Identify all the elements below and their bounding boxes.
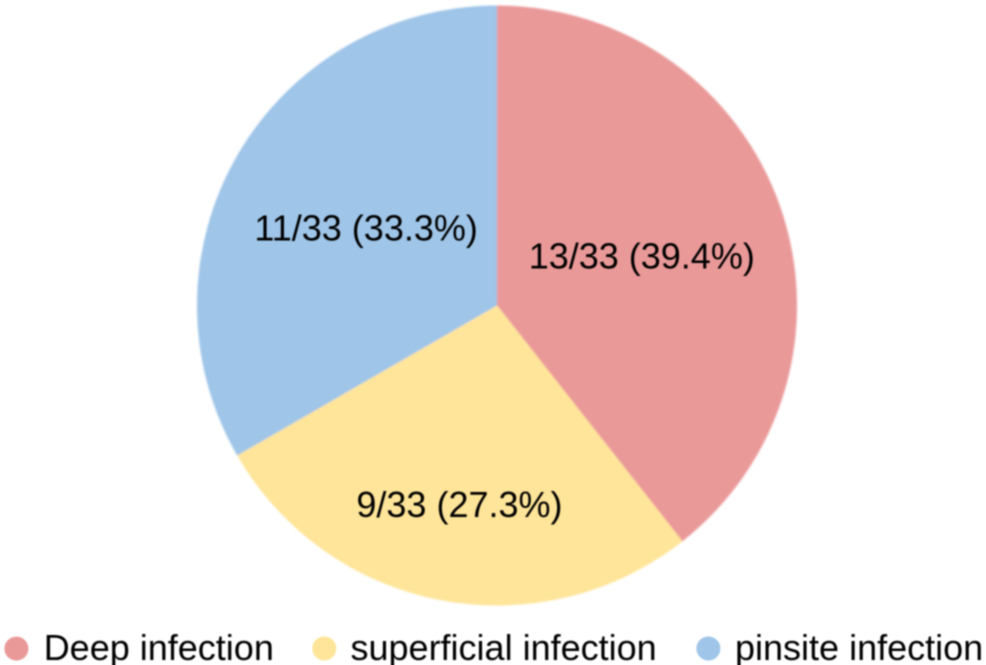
svg-text:9/33 (27.3%): 9/33 (27.3%) <box>356 484 562 525</box>
svg-text:13/33 (39.4%): 13/33 (39.4%) <box>529 235 755 276</box>
svg-text:pinsite infection: pinsite infection <box>735 627 983 665</box>
svg-text:Deep infection: Deep infection <box>44 627 274 665</box>
svg-text:11/33 (33.3%): 11/33 (33.3%) <box>254 208 477 249</box>
svg-text:superficial infection: superficial infection <box>351 627 657 665</box>
